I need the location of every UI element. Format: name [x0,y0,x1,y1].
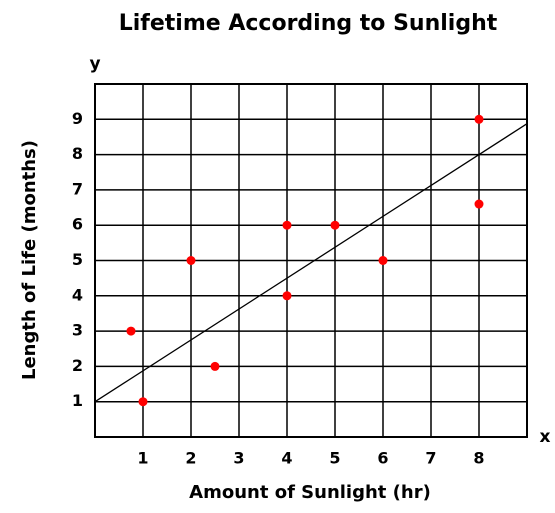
y-tick-label: 2 [72,356,83,375]
point [330,220,340,230]
trend-line [94,123,528,403]
chart-title: Lifetime According to Sunlight [119,11,498,36]
x-tick-label: 5 [329,449,340,468]
y-tick-label: 7 [72,179,83,198]
point [474,199,484,209]
x-axis-name: x [540,427,551,447]
point [186,256,196,265]
point [282,291,292,301]
point [378,256,388,265]
plot-frame [94,83,528,438]
point [138,397,148,407]
x-axis-label: Amount of Sunlight (hr) [189,482,431,503]
x-tick-label: 4 [281,449,292,468]
y-tick-label: 3 [72,321,83,340]
x-tick-label: 6 [377,449,388,468]
y-tick-label: 8 [72,144,83,163]
x-tick-label: 8 [473,449,484,468]
x-tick-label: 2 [185,449,196,468]
point [210,361,220,371]
y-axis-name: y [89,54,100,74]
y-tick-label: 5 [72,250,83,269]
y-axis-label: Length of Life (months) [19,140,40,380]
y-tick-label: 1 [72,391,83,410]
y-tick-label: 6 [72,215,83,234]
y-tick-label: 4 [72,285,83,304]
point [282,220,292,230]
point [474,114,484,124]
x-tick-label: 7 [425,449,436,468]
point [126,326,136,336]
y-tick-label: 9 [72,109,83,128]
x-tick-label: 1 [137,449,148,468]
x-tick-label: 3 [233,449,244,468]
